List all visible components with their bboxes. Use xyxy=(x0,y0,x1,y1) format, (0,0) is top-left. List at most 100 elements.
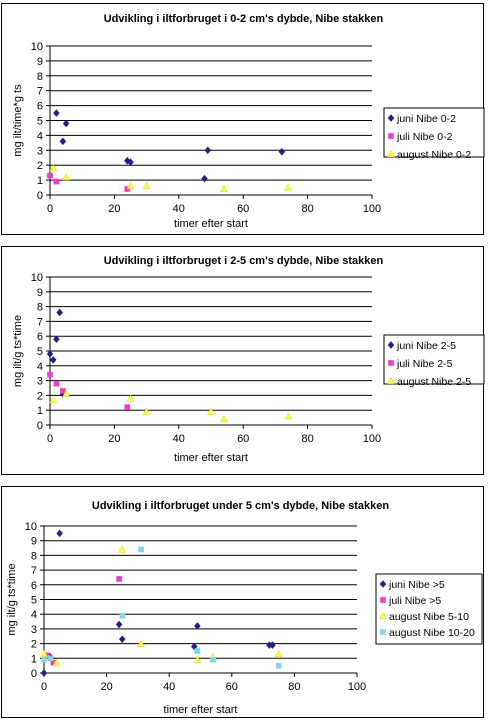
data-point-s1 xyxy=(47,172,53,179)
x-tick-label: 100 xyxy=(348,681,366,693)
data-point-s0 xyxy=(59,137,67,146)
data-point-s2 xyxy=(284,183,293,191)
data-point-s0 xyxy=(53,109,60,117)
data-point-s0 xyxy=(278,147,286,156)
y-tick-label: 5 xyxy=(37,346,43,358)
x-tick-label: 20 xyxy=(108,203,120,215)
data-point-s0 xyxy=(56,308,63,317)
legend-marker-s1 xyxy=(388,360,394,366)
chart-svg-1: Udvikling i iltforbruget i 2-5 cm's dybd… xyxy=(12,255,485,464)
data-point-s3 xyxy=(275,662,282,669)
legend-label-s0: juni Nibe 0-2 xyxy=(396,113,456,125)
chart-title: Udvikling i iltforbruget i 2-5 cm's dybd… xyxy=(104,255,384,267)
data-point-s0 xyxy=(46,350,54,358)
data-point-s3 xyxy=(119,612,126,619)
x-tick-label: 0 xyxy=(47,433,53,445)
y-tick-label: 8 xyxy=(31,550,37,562)
y-tick-label: 4 xyxy=(37,130,43,142)
legend-label-s1: juli Nibe >5 xyxy=(388,595,441,607)
x-tick-label: 60 xyxy=(237,433,249,445)
y-tick-label: 2 xyxy=(37,160,43,172)
legend-marker-s2 xyxy=(379,611,387,620)
y-tick-label: 1 xyxy=(31,653,37,665)
legend-label-s2: august Nibe 2-5 xyxy=(397,376,471,388)
legend-box xyxy=(383,334,485,385)
y-tick-label: 8 xyxy=(37,302,43,314)
data-point-s1 xyxy=(124,404,131,411)
x-tick-label: 60 xyxy=(226,681,238,693)
y-tick-label: 10 xyxy=(25,521,37,533)
data-point-s0 xyxy=(127,158,134,167)
legend-marker-s0 xyxy=(387,114,395,122)
y-tick-label: 10 xyxy=(31,272,43,284)
data-point-s2 xyxy=(62,173,71,181)
x-tick-label: 60 xyxy=(237,203,249,215)
data-point-s3 xyxy=(138,546,144,553)
legend-label-s1: juli Nibe 2-5 xyxy=(396,358,453,370)
data-point-s3 xyxy=(194,648,201,654)
chart-title: Udvikling i iltforbruget i 0-2 cm's dybd… xyxy=(104,13,384,25)
data-point-s1 xyxy=(50,659,57,666)
data-point-s0 xyxy=(115,620,123,629)
chart-panel-0-2: Udvikling i iltforbruget i 0-2 cm's dybd… xyxy=(1,3,485,235)
x-tick-label: 100 xyxy=(363,203,381,215)
chart-title: Udvikling i iltforbruget under 5 cm's dy… xyxy=(92,500,390,512)
y-tick-label: 6 xyxy=(37,331,43,343)
x-tick-label: 40 xyxy=(173,433,185,445)
data-point-s1 xyxy=(116,576,122,582)
chart-svg-0: Udvikling i iltforbruget i 0-2 cm's dybd… xyxy=(12,13,485,230)
x-tick-label: 40 xyxy=(173,203,185,215)
y-tick-label: 10 xyxy=(31,41,43,53)
data-point-s2 xyxy=(52,658,61,666)
data-point-s1 xyxy=(53,380,60,387)
y-tick-label: 9 xyxy=(31,536,37,548)
data-point-s0 xyxy=(53,335,60,344)
data-point-s2 xyxy=(284,412,293,420)
legend-label-s0: juni Nibe 2-5 xyxy=(396,340,456,352)
y-tick-label: 0 xyxy=(37,190,43,202)
y-axis-label: mg ilt/g ts*time xyxy=(12,315,24,387)
data-point-s1 xyxy=(47,371,53,378)
legend-marker-s0 xyxy=(379,580,387,588)
legend-label-s3: august Nibe 10-20 xyxy=(389,627,475,639)
data-point-s0 xyxy=(204,146,212,155)
y-tick-label: 4 xyxy=(31,609,37,621)
y-tick-label: 7 xyxy=(37,316,43,328)
legend-marker-s0 xyxy=(387,341,395,349)
data-point-s0 xyxy=(269,641,276,649)
x-tick-label: 0 xyxy=(47,203,53,215)
legend-marker-s3 xyxy=(380,629,386,635)
data-point-s0 xyxy=(201,174,208,183)
y-tick-label: 1 xyxy=(37,405,43,417)
legend-marker-s1 xyxy=(380,597,386,603)
y-tick-label: 6 xyxy=(31,580,37,592)
data-point-s2 xyxy=(118,545,127,553)
x-tick-label: 0 xyxy=(41,681,47,693)
data-point-s0 xyxy=(56,529,63,538)
legend-marker-s2 xyxy=(387,376,395,385)
x-axis-label: timer efter start xyxy=(174,218,248,230)
data-point-s2 xyxy=(40,649,48,657)
x-axis-label: timer efter start xyxy=(174,452,248,464)
y-tick-label: 7 xyxy=(37,86,43,98)
y-axis-label: mg ilt/time*g ts xyxy=(12,84,24,157)
data-point-s2 xyxy=(142,182,151,190)
x-tick-label: 20 xyxy=(100,681,112,693)
legend-box xyxy=(375,573,483,645)
x-tick-label: 80 xyxy=(301,433,313,445)
data-point-s1 xyxy=(60,388,66,394)
y-tick-label: 3 xyxy=(37,145,43,157)
y-tick-label: 5 xyxy=(37,116,43,128)
chart-panel-2-5: Udvikling i iltforbruget i 2-5 cm's dybd… xyxy=(1,246,485,475)
y-tick-label: 9 xyxy=(37,56,43,68)
y-tick-label: 1 xyxy=(37,175,43,187)
data-point-s0 xyxy=(194,622,201,630)
data-point-s0 xyxy=(40,669,48,677)
legend-marker-s1 xyxy=(388,133,394,139)
data-point-s3 xyxy=(41,656,47,663)
legend-label-s2: august Nibe 0-2 xyxy=(397,149,471,161)
data-point-s2 xyxy=(274,649,283,657)
data-point-s2 xyxy=(207,407,215,415)
y-tick-label: 8 xyxy=(37,71,43,83)
data-point-s2 xyxy=(142,407,151,415)
